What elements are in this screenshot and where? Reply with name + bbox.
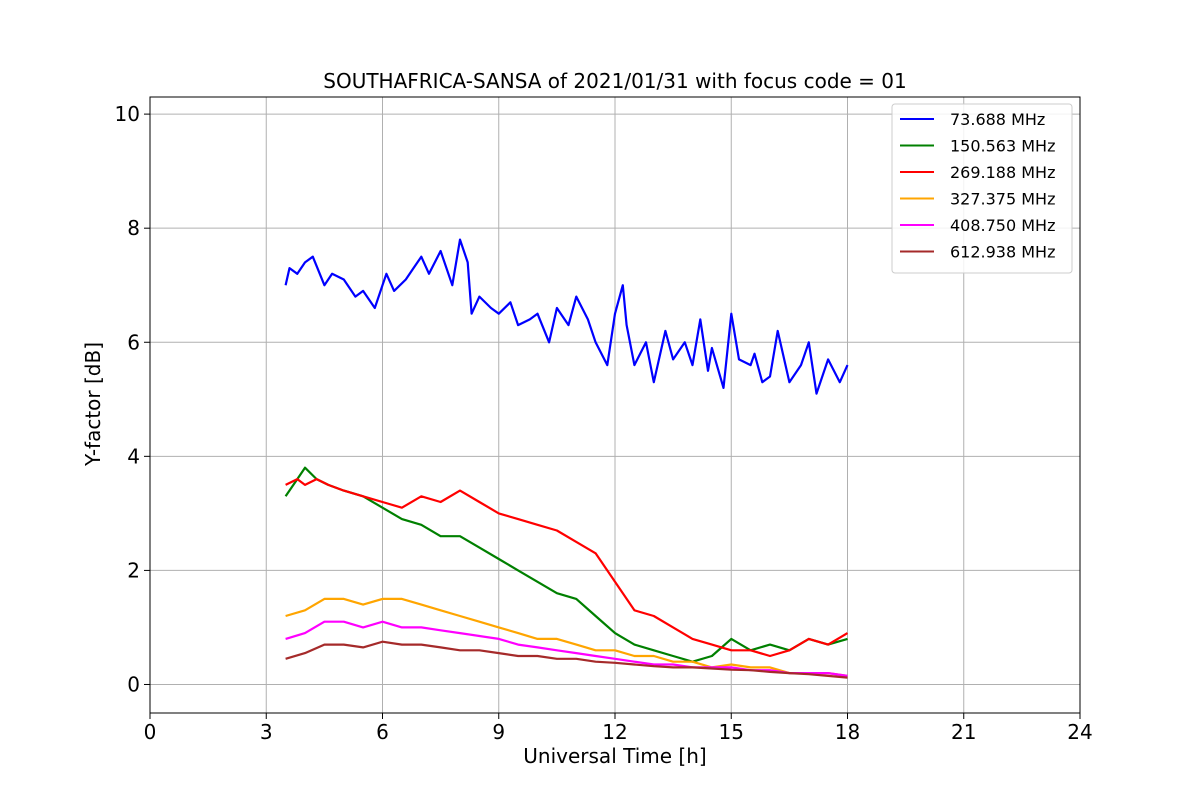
series-line-5 — [285, 640, 848, 679]
chart-title: SOUTHAFRICA-SANSA of 2021/01/31 with foc… — [323, 69, 907, 93]
x-axis-label: Universal Time [h] — [523, 744, 706, 768]
y-tick-label: 2 — [127, 558, 140, 582]
legend-label: 327.375 MHz — [950, 190, 1055, 209]
x-tick-label: 6 — [376, 720, 389, 744]
y-tick-label: 6 — [127, 330, 140, 354]
legend-box — [891, 103, 1073, 274]
x-axis-ticks: 0 3 6 9 12 15 18 21 24 — [144, 713, 1093, 744]
x-tick-label: 24 — [1067, 720, 1092, 744]
legend-label: 612.938 MHz — [950, 243, 1055, 262]
legend-label: 73.688 MHz — [950, 110, 1045, 129]
legend-label: 408.750 MHz — [950, 216, 1055, 235]
y-tick-label: 10 — [115, 102, 140, 126]
y-axis-ticks: 0 2 4 6 8 10 — [115, 102, 150, 696]
x-tick-label: 15 — [719, 720, 744, 744]
y-axis-label: Y-factor [dB] — [81, 342, 105, 467]
x-tick-label: 18 — [835, 720, 860, 744]
y-tick-label: 4 — [127, 444, 140, 468]
x-tick-label: 3 — [260, 720, 273, 744]
y-tick-label: 0 — [127, 672, 140, 696]
legend-label: 269.188 MHz — [950, 163, 1055, 182]
series-group — [284, 238, 849, 679]
x-tick-label: 9 — [492, 720, 505, 744]
series-line-3 — [285, 597, 848, 677]
legend: 73.688 MHz 150.563 MHz 269.188 MHz 327.375 … — [891, 103, 1073, 274]
legend-label: 150.563 MHz — [950, 137, 1055, 156]
y-tick-label: 8 — [127, 216, 140, 240]
x-tick-label: 12 — [602, 720, 627, 744]
series-line-0 — [284, 238, 849, 395]
series-line-1 — [284, 466, 848, 663]
x-tick-label: 21 — [951, 720, 976, 744]
series-line-2 — [285, 478, 849, 658]
x-tick-label: 0 — [144, 720, 157, 744]
